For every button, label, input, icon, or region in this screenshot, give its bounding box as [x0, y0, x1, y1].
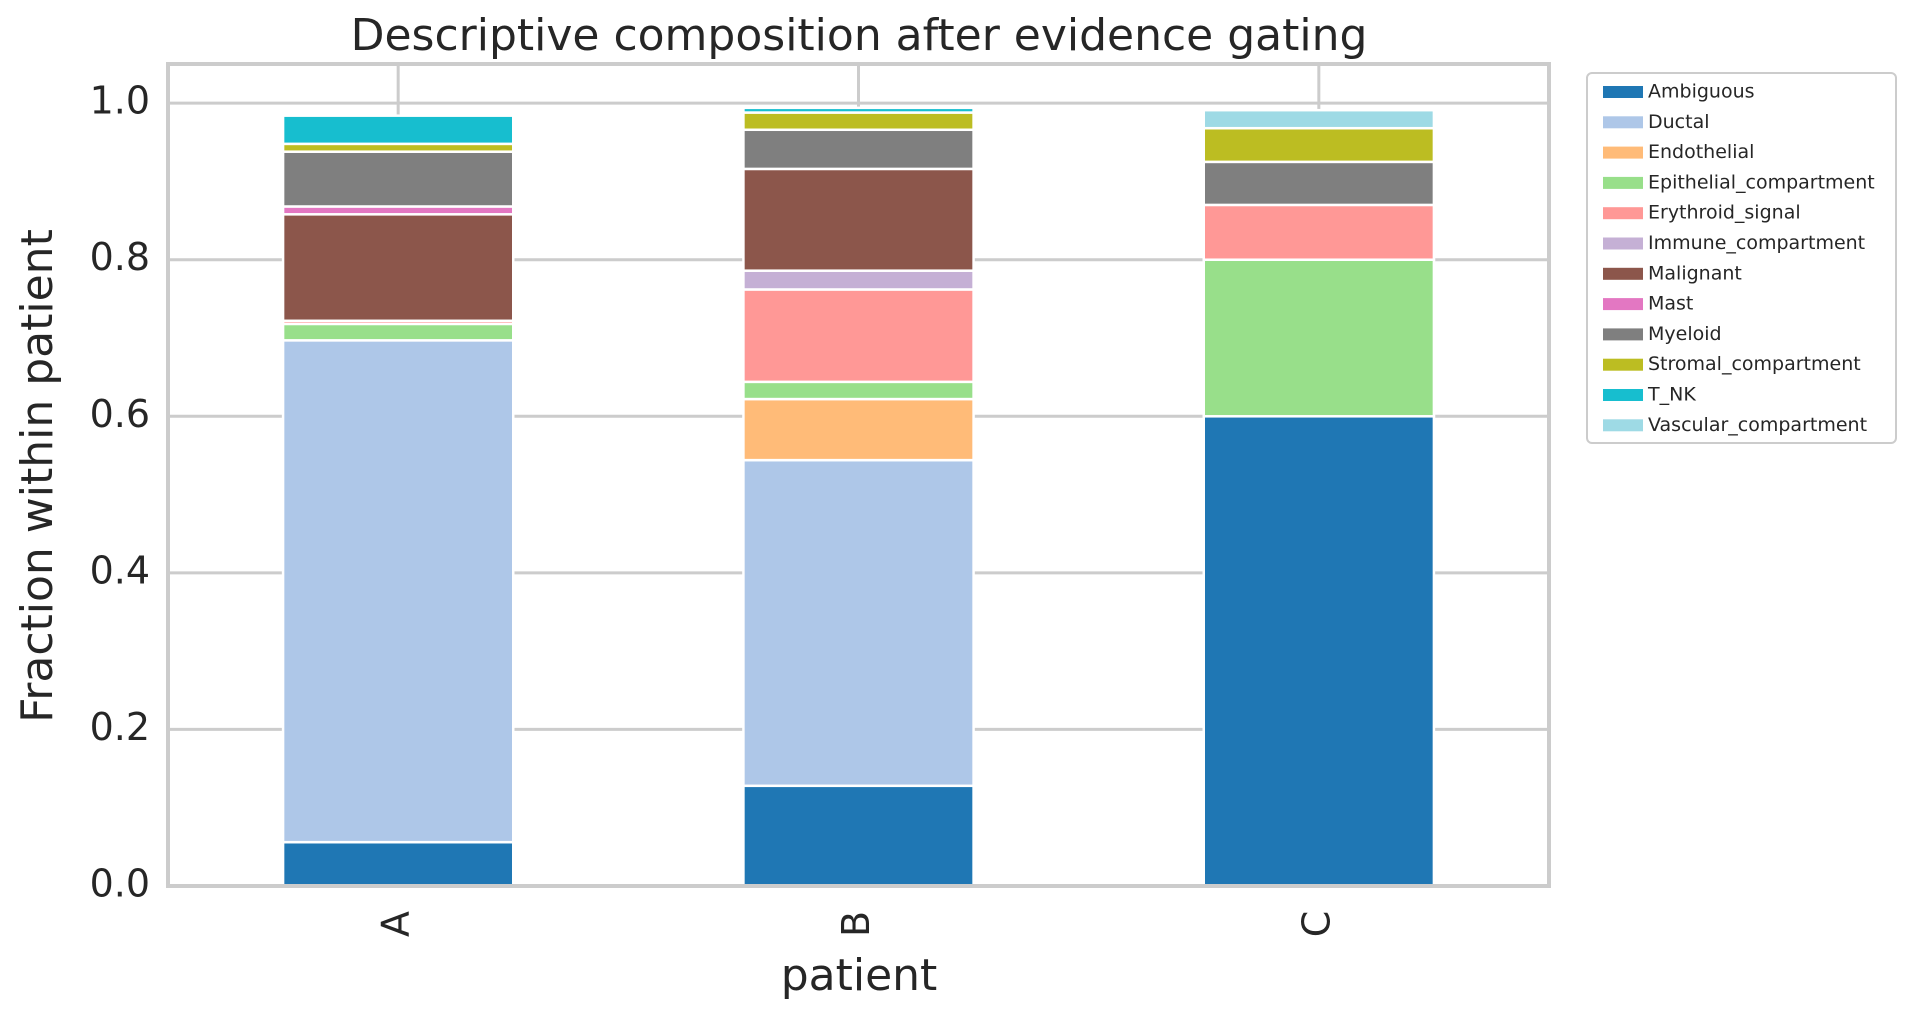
- legend-label-Immune_compartment: Immune_compartment: [1648, 232, 1865, 254]
- legend-swatch-T_NK: [1603, 389, 1643, 401]
- y-axis-label: Fraction within patient: [12, 229, 63, 723]
- x-tick-label-C: C: [1294, 911, 1338, 938]
- chart-title: Descriptive composition after evidence g…: [351, 10, 1368, 61]
- bar-segment-C-Epithelial_compartment: [1202, 258, 1436, 418]
- legend-entry-Endothelial: Endothelial: [1603, 141, 1754, 163]
- x-axis-ticks: A B C: [374, 911, 1339, 938]
- legend-swatch-Immune_compartment: [1603, 237, 1643, 250]
- bar-segment-B-Stromal_compartment: [742, 111, 975, 132]
- legend-entry-Ductal: Ductal: [1603, 111, 1710, 133]
- legend-entry-Epithelial_compartment: Epithelial_compartment: [1603, 171, 1875, 193]
- legend-swatch-Epithelial_compartment: [1603, 176, 1643, 189]
- bar-segment-B-Myeloid: [742, 128, 975, 171]
- bar-segment-C-Myeloid: [1202, 160, 1436, 207]
- y-tick-label-0.4: 0.4: [90, 548, 150, 592]
- y-tick-label-1.0: 1.0: [90, 79, 150, 123]
- legend-label-Ductal: Ductal: [1648, 111, 1710, 133]
- legend-label-Malignant: Malignant: [1648, 262, 1742, 284]
- legend-entry-Mast: Mast: [1603, 293, 1693, 315]
- y-tick-label-0.6: 0.6: [90, 392, 150, 436]
- bar-segment-B-T_NK: [742, 106, 975, 114]
- legend-box: [1586, 72, 1897, 444]
- y-tick-label-0.8: 0.8: [90, 235, 150, 279]
- bar-segment-C-Erythroid_signal: [1202, 203, 1436, 261]
- y-tick-label-0.2: 0.2: [90, 705, 150, 749]
- legend-swatch-Mast: [1603, 298, 1643, 311]
- bar-segment-A-Myeloid: [281, 150, 515, 208]
- plot-frame: [166, 62, 1551, 888]
- legend-swatch-Myeloid: [1603, 328, 1643, 341]
- legend-swatch-Ductal: [1603, 116, 1643, 129]
- legend-entry-Immune_compartment: Immune_compartment: [1603, 232, 1865, 254]
- legend-entry-Myeloid: Myeloid: [1603, 323, 1722, 345]
- bar-segment-A-Ambiguous: [281, 840, 515, 888]
- bar-segment-B-Endothelial: [742, 397, 975, 462]
- bar-segment-B-Erythroid_signal: [742, 288, 975, 384]
- bar-segment-B-Epithelial_compartment: [742, 380, 975, 401]
- y-axis-ticks: 0.0 0.2 0.4 0.6 0.8 1.0: [90, 79, 150, 906]
- bar-segment-A-Malignant: [281, 213, 515, 323]
- legend-label-Erythroid_signal: Erythroid_signal: [1648, 202, 1801, 224]
- legend-label-Endothelial: Endothelial: [1648, 141, 1754, 163]
- bar-segment-A-Ductal: [281, 339, 515, 844]
- legend-swatch-Endothelial: [1603, 146, 1643, 159]
- legend-swatch-Stromal_compartment: [1603, 358, 1643, 371]
- bar-segment-A-T_NK: [281, 114, 515, 146]
- y-tick-label-0.0: 0.0: [90, 862, 150, 906]
- legend-swatch-Vascular_compartment: [1603, 419, 1643, 432]
- bar-segment-B-Malignant: [742, 167, 975, 272]
- legend-entry-Vascular_compartment: Vascular_compartment: [1603, 414, 1867, 436]
- legend-entry-Stromal_compartment: Stromal_compartment: [1603, 353, 1861, 375]
- legend-label-Mast: Mast: [1648, 293, 1693, 315]
- x-tick-label-A: A: [374, 911, 418, 937]
- bar-segment-B-Ductal: [742, 458, 975, 788]
- legend-label-Stromal_compartment: Stromal_compartment: [1648, 353, 1861, 375]
- bars: [281, 106, 1436, 888]
- x-axis-label: patient: [781, 950, 938, 1001]
- legend-entry-Ambiguous: Ambiguous: [1603, 81, 1755, 103]
- x-tick-label-B: B: [834, 911, 878, 937]
- bar-segment-C-Ambiguous: [1202, 415, 1436, 888]
- bar-segment-B-Ambiguous: [742, 784, 975, 888]
- legend-label-Myeloid: Myeloid: [1648, 323, 1722, 345]
- legend-label-Epithelial_compartment: Epithelial_compartment: [1648, 171, 1875, 193]
- bar-segment-C-Stromal_compartment: [1202, 126, 1436, 164]
- legend-entry-Erythroid_signal: Erythroid_signal: [1603, 202, 1801, 224]
- legend-entry-Malignant: Malignant: [1603, 262, 1742, 284]
- legend-swatch-Malignant: [1603, 267, 1643, 280]
- bar-segment-A-Epithelial_compartment: [281, 322, 515, 342]
- legend-label-T_NK: T_NK: [1647, 384, 1696, 406]
- bar-stack-C: [1202, 108, 1436, 888]
- legend: Ambiguous Ductal Endothelial Epithelial_com…: [1586, 72, 1897, 444]
- bar-segment-B-Immune_compartment: [742, 269, 975, 291]
- legend-swatch-Erythroid_signal: [1603, 207, 1643, 220]
- legend-entry-T_NK: T_NK: [1603, 384, 1696, 406]
- legend-swatch-Ambiguous: [1603, 86, 1643, 98]
- bar-segment-C-Vascular_compartment: [1202, 108, 1436, 130]
- legend-label-Vascular_compartment: Vascular_compartment: [1648, 414, 1867, 436]
- bar-stack-A: [281, 114, 515, 888]
- bar-stack-B: [742, 106, 975, 888]
- legend-label-Ambiguous: Ambiguous: [1648, 81, 1755, 103]
